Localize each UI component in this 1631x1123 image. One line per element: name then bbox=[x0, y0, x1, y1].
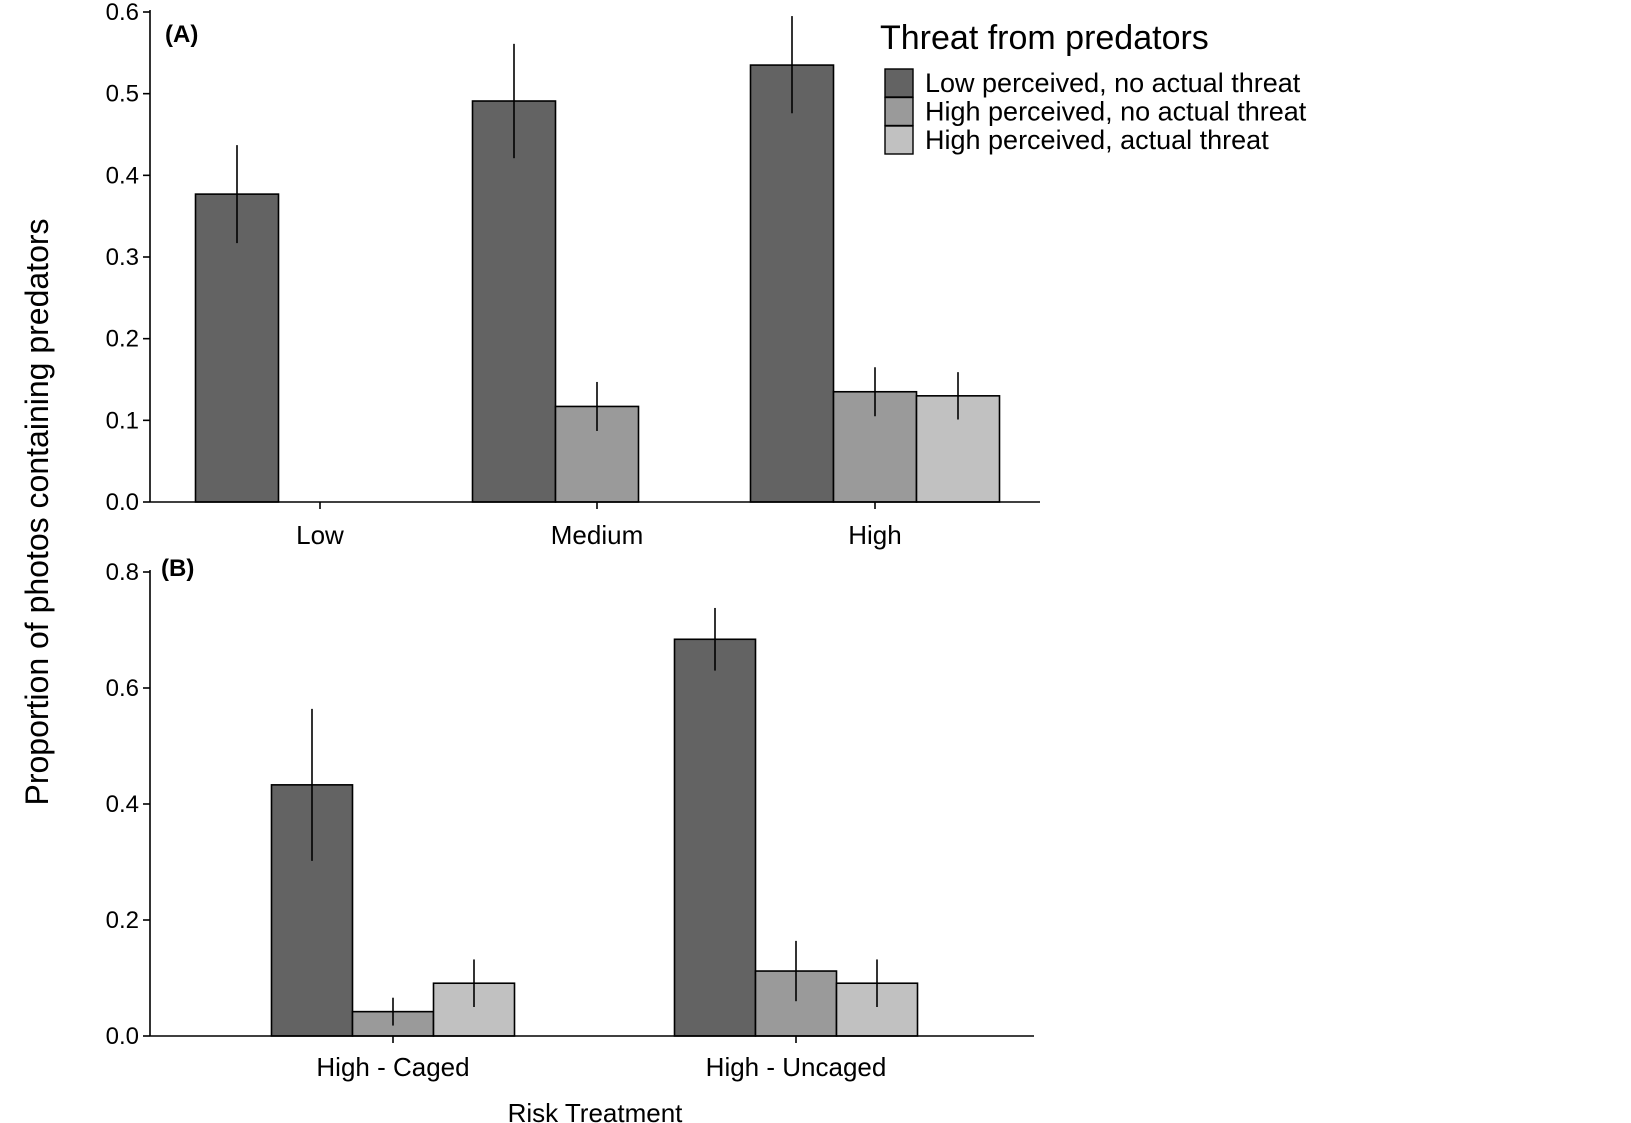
legend-title: Threat from predators bbox=[880, 19, 1209, 57]
panel-b: 0.0 0.2 0.4 0.6 0.8 High - Caged High - Uncage… bbox=[106, 555, 1034, 1123]
panel-label: (A) bbox=[165, 21, 198, 48]
bar-b-1-0 bbox=[673, 638, 757, 1037]
panel-label: (B) bbox=[161, 555, 194, 582]
x-tick-label: Low bbox=[296, 520, 344, 550]
y-tick-label: 0.3 bbox=[106, 244, 139, 271]
y-tick-label: 0.8 bbox=[106, 559, 139, 586]
legend-key-0 bbox=[884, 68, 914, 98]
y-tick-label: 0.2 bbox=[106, 907, 139, 934]
y-tick-label: 0.2 bbox=[106, 326, 139, 353]
legend-label-0: Low perceived, no actual threat bbox=[925, 68, 1301, 98]
y-axis-label: Proportion of photos containing predator… bbox=[19, 218, 55, 805]
x-axis-label: Risk Treatment bbox=[508, 1098, 684, 1123]
legend: Threat from predators Low perceived, no … bbox=[880, 19, 1307, 155]
legend-key-1 bbox=[884, 96, 914, 127]
x-tick-label: High bbox=[848, 520, 901, 550]
legend-key-2 bbox=[884, 125, 914, 155]
bar-a-2-0 bbox=[749, 64, 835, 503]
panel-a: 0.0 0.1 0.2 0.3 0.4 0.5 0.6 Low Medium High (A) bbox=[106, 0, 1040, 550]
y-tick-label: 0.4 bbox=[106, 791, 139, 818]
legend-label-1: High perceived, no actual threat bbox=[925, 97, 1307, 127]
y-tick-label: 0.0 bbox=[106, 489, 139, 516]
bar-a-0-0 bbox=[194, 193, 280, 503]
y-tick-label: 0.6 bbox=[106, 675, 139, 702]
y-tick-label: 0.0 bbox=[106, 1023, 139, 1050]
y-tick-label: 0.1 bbox=[106, 407, 139, 434]
legend-label-2: High perceived, actual threat bbox=[925, 125, 1269, 155]
bar-a-1-0 bbox=[471, 100, 557, 503]
y-tick-label: 0.6 bbox=[106, 0, 139, 26]
y-tick-label: 0.4 bbox=[106, 162, 139, 189]
x-tick-label: High - Uncaged bbox=[706, 1052, 887, 1082]
x-tick-label: High - Caged bbox=[316, 1052, 469, 1082]
x-tick-label: Medium bbox=[551, 520, 643, 550]
y-tick-label: 0.5 bbox=[106, 81, 139, 108]
